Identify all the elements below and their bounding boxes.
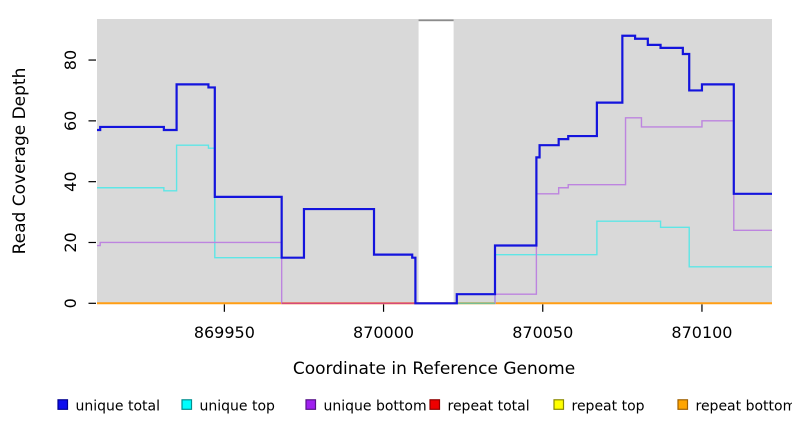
legend-swatch-3 <box>306 400 316 410</box>
legend-swatch-2 <box>182 400 192 410</box>
legend-label-5: repeat top <box>572 399 645 415</box>
gap-band <box>419 21 454 303</box>
legend-label-2: unique top <box>200 399 276 415</box>
legend-swatch-5 <box>554 400 564 410</box>
legend-label-4: repeat total <box>448 399 530 415</box>
x-tick-label: 870000 <box>353 323 414 342</box>
x-tick-label: 870050 <box>512 323 573 342</box>
legend-swatch-6 <box>678 400 688 410</box>
legend-label-6: repeat bottom <box>696 399 792 415</box>
y-axis-label: Read Coverage Depth <box>10 68 30 255</box>
x-tick-label: 870100 <box>671 323 732 342</box>
legend-label-3: unique bottom <box>324 399 427 415</box>
x-tick-label: 869950 <box>194 323 255 342</box>
x-axis-label: Coordinate in Reference Genome <box>293 359 575 379</box>
y-tick-label: 20 <box>61 232 80 252</box>
legend-label-1: unique total <box>76 399 160 415</box>
y-tick-label: 40 <box>61 171 80 191</box>
legend-swatch-4 <box>430 400 440 410</box>
y-tick-label: 80 <box>61 50 80 70</box>
legend-swatch-1 <box>58 400 68 410</box>
y-tick-label: 60 <box>61 111 80 131</box>
y-tick-label: 0 <box>61 298 80 308</box>
